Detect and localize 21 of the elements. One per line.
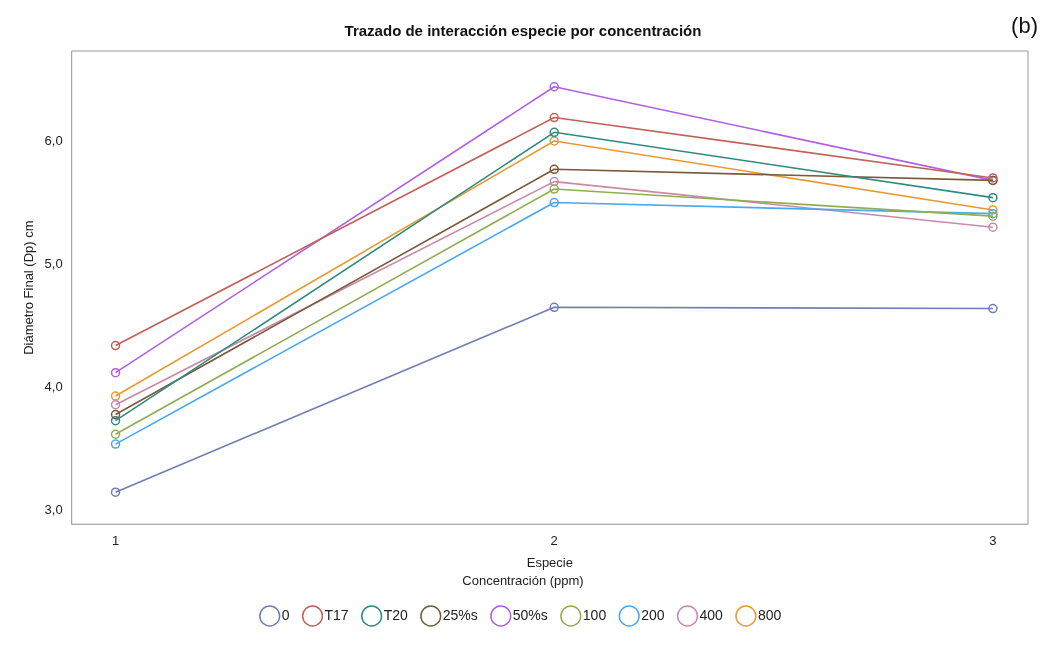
- text: (b): [1011, 13, 1038, 39]
- legend-label: 100: [582, 606, 607, 623]
- legend-label: 25%s: [442, 606, 478, 623]
- legend-label: 0: [281, 606, 290, 623]
- legend-label: T17: [324, 606, 349, 623]
- legend-label: 400: [699, 606, 724, 623]
- y-tick-label: 4,0: [44, 378, 63, 394]
- legend-title: Concentración (ppm): [462, 573, 584, 589]
- y-axis-title: Diámetro Final (Dp) cm: [21, 220, 37, 355]
- legend-label: 200: [641, 606, 665, 623]
- chart-title: Trazado de interacción especie por concentración: [344, 22, 702, 40]
- x-tick-label: 2: [550, 532, 558, 548]
- y-tick-label: 3,0: [44, 502, 63, 518]
- y-tick-label: 5,0: [44, 255, 63, 271]
- x-axis-title: Especie: [526, 555, 573, 571]
- legend-label: T20: [383, 606, 408, 623]
- legend-label: 800: [757, 606, 782, 623]
- legend-label: 50%s: [512, 606, 548, 623]
- x-tick-label: 3: [989, 532, 997, 548]
- x-tick-label: 1: [111, 532, 120, 548]
- y-tick-label: 6,0: [44, 132, 63, 148]
